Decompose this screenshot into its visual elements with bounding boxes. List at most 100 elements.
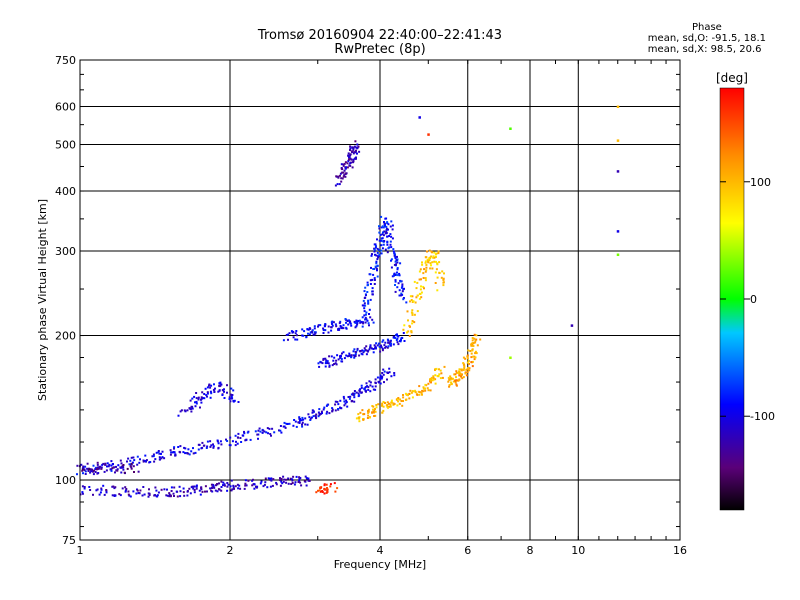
data-point: [453, 373, 456, 376]
data-point: [466, 361, 469, 364]
data-point: [216, 483, 218, 485]
data-point: [173, 446, 176, 449]
data-point: [434, 378, 437, 381]
data-point: [157, 450, 160, 452]
data-point: [392, 403, 395, 406]
data-point: [112, 485, 115, 488]
data-point: [399, 262, 402, 265]
data-point: [393, 252, 396, 255]
data-point: [194, 401, 196, 404]
data-point: [280, 477, 283, 480]
data-point: [409, 389, 412, 392]
data-point: [432, 255, 435, 258]
data-point: [356, 322, 359, 324]
data-point: [83, 486, 86, 488]
data-point: [396, 268, 399, 271]
data-point: [411, 396, 414, 399]
data-point: [318, 489, 321, 492]
data-point: [166, 488, 168, 491]
y-tick-label: 300: [55, 245, 76, 258]
data-point: [343, 400, 346, 403]
data-point: [212, 445, 215, 448]
data-point: [222, 484, 224, 487]
data-point: [340, 167, 343, 170]
data-point: [105, 469, 108, 472]
data-point: [238, 484, 241, 487]
data-point: [416, 294, 419, 297]
data-point: [139, 489, 142, 492]
data-point: [355, 391, 358, 394]
data-point: [131, 461, 134, 464]
data-point: [454, 381, 457, 384]
data-point: [331, 364, 334, 367]
data-point: [348, 321, 351, 324]
data-point: [381, 411, 384, 414]
data-point: [217, 488, 220, 491]
data-point: [383, 222, 386, 225]
data-point: [424, 383, 427, 386]
data-point: [440, 276, 443, 279]
data-point: [307, 477, 310, 480]
data-point: [295, 425, 298, 428]
data-point: [92, 493, 94, 496]
data-point: [431, 267, 434, 270]
data-point: [427, 260, 430, 263]
data-point: [365, 311, 368, 314]
data-point: [236, 436, 239, 439]
data-point: [282, 475, 285, 478]
data-point: [231, 394, 234, 396]
data-point: [372, 410, 375, 413]
data-point: [223, 397, 226, 399]
data-point: [378, 231, 381, 234]
data-point: [271, 427, 274, 430]
data-point: [349, 154, 352, 157]
data-point: [361, 304, 364, 307]
data-point: [204, 490, 206, 493]
data-point: [209, 396, 212, 399]
y-tick-label: 400: [55, 185, 76, 198]
data-point: [379, 375, 382, 378]
data-point: [343, 404, 346, 407]
y-tick-label: 500: [55, 139, 76, 152]
data-point: [332, 321, 335, 324]
data-point: [450, 377, 453, 380]
data-point: [199, 406, 201, 409]
data-point: [257, 437, 259, 440]
data-point: [168, 493, 171, 496]
data-point: [376, 269, 378, 272]
data-point: [455, 371, 458, 374]
data-point: [377, 255, 380, 258]
data-point: [364, 318, 367, 321]
data-point: [390, 235, 393, 238]
data-point: [443, 365, 446, 368]
data-point: [389, 225, 392, 228]
data-point: [324, 329, 327, 332]
data-point: [217, 442, 220, 445]
data-point: [156, 494, 159, 497]
data-point: [234, 444, 237, 447]
data-point: [353, 400, 356, 403]
data-point: [431, 379, 434, 382]
data-point: [96, 463, 99, 466]
data-point: [198, 489, 201, 492]
data-point: [92, 473, 95, 476]
data-point: [267, 477, 270, 480]
data-point: [96, 488, 99, 491]
data-point: [369, 346, 372, 349]
data-point: [227, 483, 230, 486]
data-point: [352, 148, 355, 151]
data-point: [301, 334, 304, 337]
data-point: [360, 386, 363, 389]
data-point: [320, 361, 323, 364]
data-point: [160, 488, 163, 491]
data-point: [190, 405, 193, 408]
data-point: [438, 373, 441, 376]
data-point: [435, 268, 438, 271]
data-point: [346, 355, 349, 358]
data-point: [396, 267, 399, 269]
data-point: [432, 375, 435, 378]
data-point: [169, 449, 172, 452]
data-point: [435, 260, 437, 263]
data-point: [226, 489, 229, 492]
